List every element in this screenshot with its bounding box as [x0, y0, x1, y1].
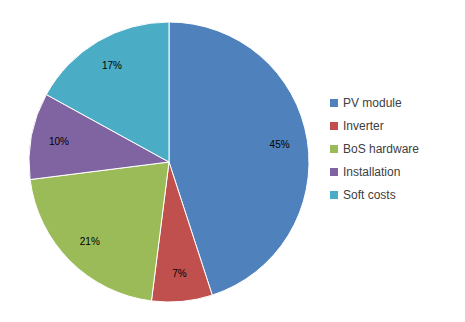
legend-swatch — [330, 122, 338, 130]
slice — [46, 22, 169, 162]
legend-item: Soft costs — [330, 188, 396, 202]
data-label: 45% — [270, 139, 290, 150]
legend-label: Inverter — [343, 119, 384, 133]
legend-label: BoS hardware — [343, 142, 419, 156]
legend-item: BoS hardware — [330, 142, 419, 156]
legend-item: Installation — [330, 165, 400, 179]
legend-label: Soft costs — [343, 188, 396, 202]
chart: 45% 7% 21% 10% 17% PV module Inverter BoS hardw… — [0, 0, 465, 322]
legend-label: Installation — [343, 165, 400, 179]
legend: PV module Inverter BoS hardware Installatio… — [330, 96, 419, 202]
data-label: 17% — [102, 60, 122, 71]
legend-swatch — [330, 145, 338, 153]
data-label: 21% — [80, 236, 100, 247]
pie — [29, 22, 309, 302]
data-label: 7% — [172, 268, 187, 279]
legend-item: PV module — [330, 96, 402, 110]
data-label: 10% — [49, 136, 69, 147]
legend-label: PV module — [343, 96, 402, 110]
data-labels: 45% 7% 21% 10% 17% — [49, 60, 290, 279]
legend-swatch — [330, 168, 338, 176]
legend-item: Inverter — [330, 119, 384, 133]
legend-swatch — [330, 191, 338, 199]
slice — [30, 162, 169, 301]
legend-swatch — [330, 99, 338, 107]
